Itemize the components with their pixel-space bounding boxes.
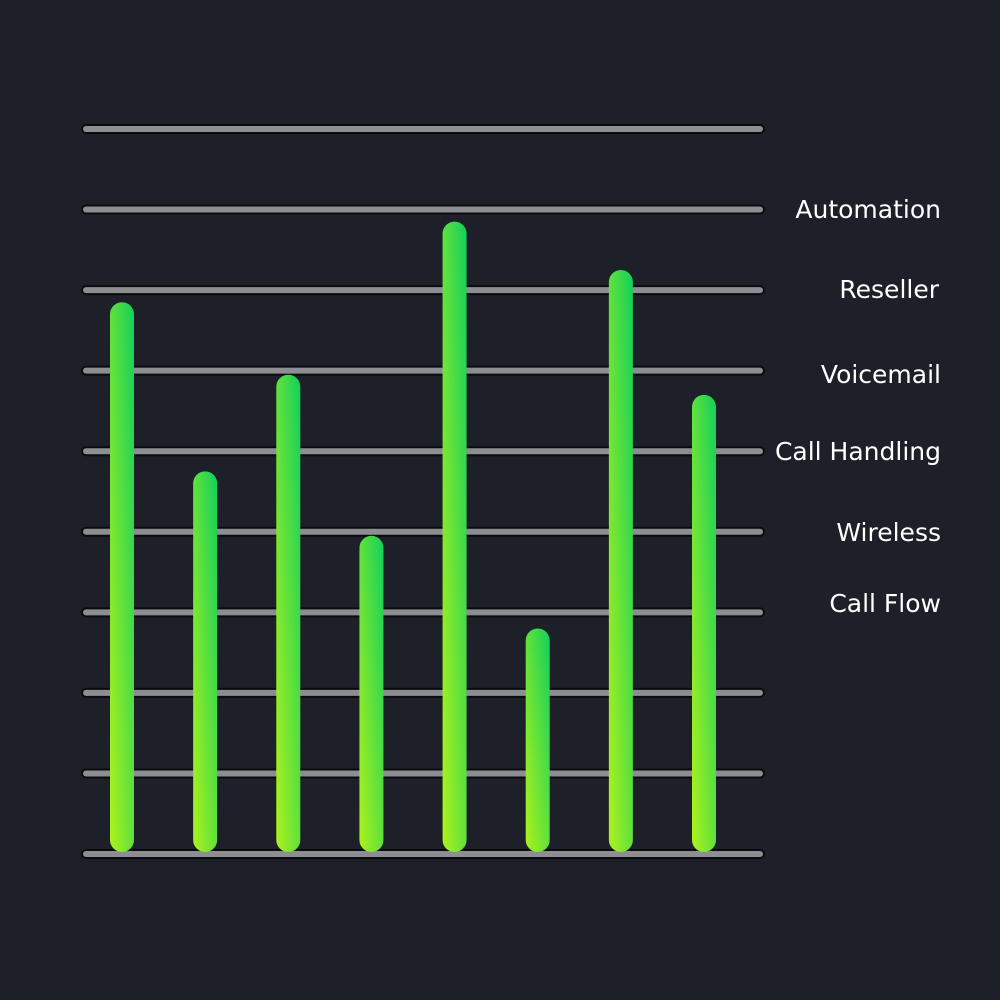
bar-2	[193, 471, 218, 852]
bar-4	[359, 535, 384, 852]
side-labels: Automation Reseller Voicemail Call Handl…	[775, 195, 941, 618]
side-label-wireless: Wireless	[836, 518, 941, 547]
bar-8	[692, 394, 716, 852]
gridlines	[81, 124, 765, 859]
bar-3	[276, 374, 301, 852]
bar-7	[608, 269, 633, 852]
bar-5	[442, 221, 467, 852]
side-label-call-handling: Call Handling	[775, 437, 941, 466]
side-label-automation: Automation	[795, 195, 941, 224]
side-label-call-flow: Call Flow	[829, 589, 941, 618]
bar-6	[525, 628, 550, 852]
bar-1	[110, 302, 134, 852]
side-label-voicemail: Voicemail	[821, 360, 941, 389]
side-label-reseller: Reseller	[839, 275, 939, 304]
bars	[110, 221, 716, 852]
